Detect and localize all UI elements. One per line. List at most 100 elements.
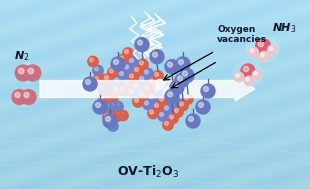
Circle shape xyxy=(140,77,144,81)
Text: NH$_3$: NH$_3$ xyxy=(272,21,297,35)
Circle shape xyxy=(256,39,270,53)
Circle shape xyxy=(95,67,98,71)
Circle shape xyxy=(21,90,36,105)
Circle shape xyxy=(254,72,257,75)
Circle shape xyxy=(105,104,108,108)
Circle shape xyxy=(160,97,163,101)
Circle shape xyxy=(176,57,190,71)
Circle shape xyxy=(15,65,31,81)
Circle shape xyxy=(105,95,108,98)
Circle shape xyxy=(153,86,163,97)
Circle shape xyxy=(108,121,118,131)
Circle shape xyxy=(165,122,168,125)
Circle shape xyxy=(168,113,178,124)
Circle shape xyxy=(160,112,163,116)
Circle shape xyxy=(100,86,103,89)
Circle shape xyxy=(18,68,24,74)
Circle shape xyxy=(128,57,138,67)
Circle shape xyxy=(118,54,128,65)
Circle shape xyxy=(108,92,118,103)
Circle shape xyxy=(198,102,203,108)
Circle shape xyxy=(167,92,172,97)
Circle shape xyxy=(144,101,148,105)
Circle shape xyxy=(183,71,188,76)
Circle shape xyxy=(88,56,98,67)
Circle shape xyxy=(83,77,97,91)
Circle shape xyxy=(104,76,108,80)
Ellipse shape xyxy=(247,36,279,63)
Circle shape xyxy=(111,57,125,71)
Circle shape xyxy=(158,111,168,121)
Circle shape xyxy=(179,102,184,106)
Circle shape xyxy=(149,94,153,98)
Circle shape xyxy=(250,49,254,53)
Circle shape xyxy=(120,71,123,75)
Text: Oxygen
vacancies: Oxygen vacancies xyxy=(217,25,267,44)
Circle shape xyxy=(133,97,143,107)
Circle shape xyxy=(143,68,153,79)
Circle shape xyxy=(103,102,113,113)
Circle shape xyxy=(118,85,128,96)
Circle shape xyxy=(138,90,148,101)
Circle shape xyxy=(170,100,174,103)
Circle shape xyxy=(188,116,193,122)
Circle shape xyxy=(110,113,113,117)
Circle shape xyxy=(258,41,264,47)
Circle shape xyxy=(125,50,128,53)
Circle shape xyxy=(113,60,118,64)
Circle shape xyxy=(203,87,209,91)
Circle shape xyxy=(165,89,179,103)
Circle shape xyxy=(170,84,174,88)
Circle shape xyxy=(113,111,123,121)
FancyArrow shape xyxy=(40,77,255,101)
Circle shape xyxy=(103,114,117,128)
Circle shape xyxy=(103,74,113,84)
Circle shape xyxy=(98,84,108,94)
Circle shape xyxy=(114,63,118,67)
Circle shape xyxy=(153,52,157,57)
Circle shape xyxy=(123,79,133,89)
Circle shape xyxy=(144,70,148,74)
Circle shape xyxy=(130,74,134,78)
Circle shape xyxy=(163,104,173,115)
Circle shape xyxy=(269,47,272,50)
Circle shape xyxy=(125,65,128,69)
Circle shape xyxy=(168,98,178,108)
Circle shape xyxy=(86,80,91,84)
Circle shape xyxy=(144,86,148,89)
Circle shape xyxy=(130,59,134,63)
Circle shape xyxy=(95,77,98,80)
Circle shape xyxy=(115,113,118,116)
Circle shape xyxy=(138,75,148,85)
Circle shape xyxy=(236,74,239,77)
Ellipse shape xyxy=(15,63,41,83)
Circle shape xyxy=(135,38,149,52)
Circle shape xyxy=(148,77,158,88)
Circle shape xyxy=(160,81,163,85)
Circle shape xyxy=(143,84,153,94)
Circle shape xyxy=(115,103,118,107)
Circle shape xyxy=(120,87,123,91)
Circle shape xyxy=(148,93,158,103)
Circle shape xyxy=(154,73,158,77)
Circle shape xyxy=(155,79,165,89)
Circle shape xyxy=(105,116,110,122)
Circle shape xyxy=(175,108,179,112)
Circle shape xyxy=(149,79,153,83)
Circle shape xyxy=(118,110,128,121)
Circle shape xyxy=(244,76,254,86)
Circle shape xyxy=(135,67,139,71)
Circle shape xyxy=(170,115,174,119)
Circle shape xyxy=(125,81,128,84)
Circle shape xyxy=(168,82,178,93)
Ellipse shape xyxy=(12,88,36,106)
Text: N$_2$: N$_2$ xyxy=(14,49,29,63)
Circle shape xyxy=(135,83,139,87)
Circle shape xyxy=(154,88,158,92)
Circle shape xyxy=(105,85,108,89)
Circle shape xyxy=(103,93,113,103)
Circle shape xyxy=(243,66,249,72)
Circle shape xyxy=(261,53,264,57)
Circle shape xyxy=(143,99,153,110)
Circle shape xyxy=(110,94,113,98)
